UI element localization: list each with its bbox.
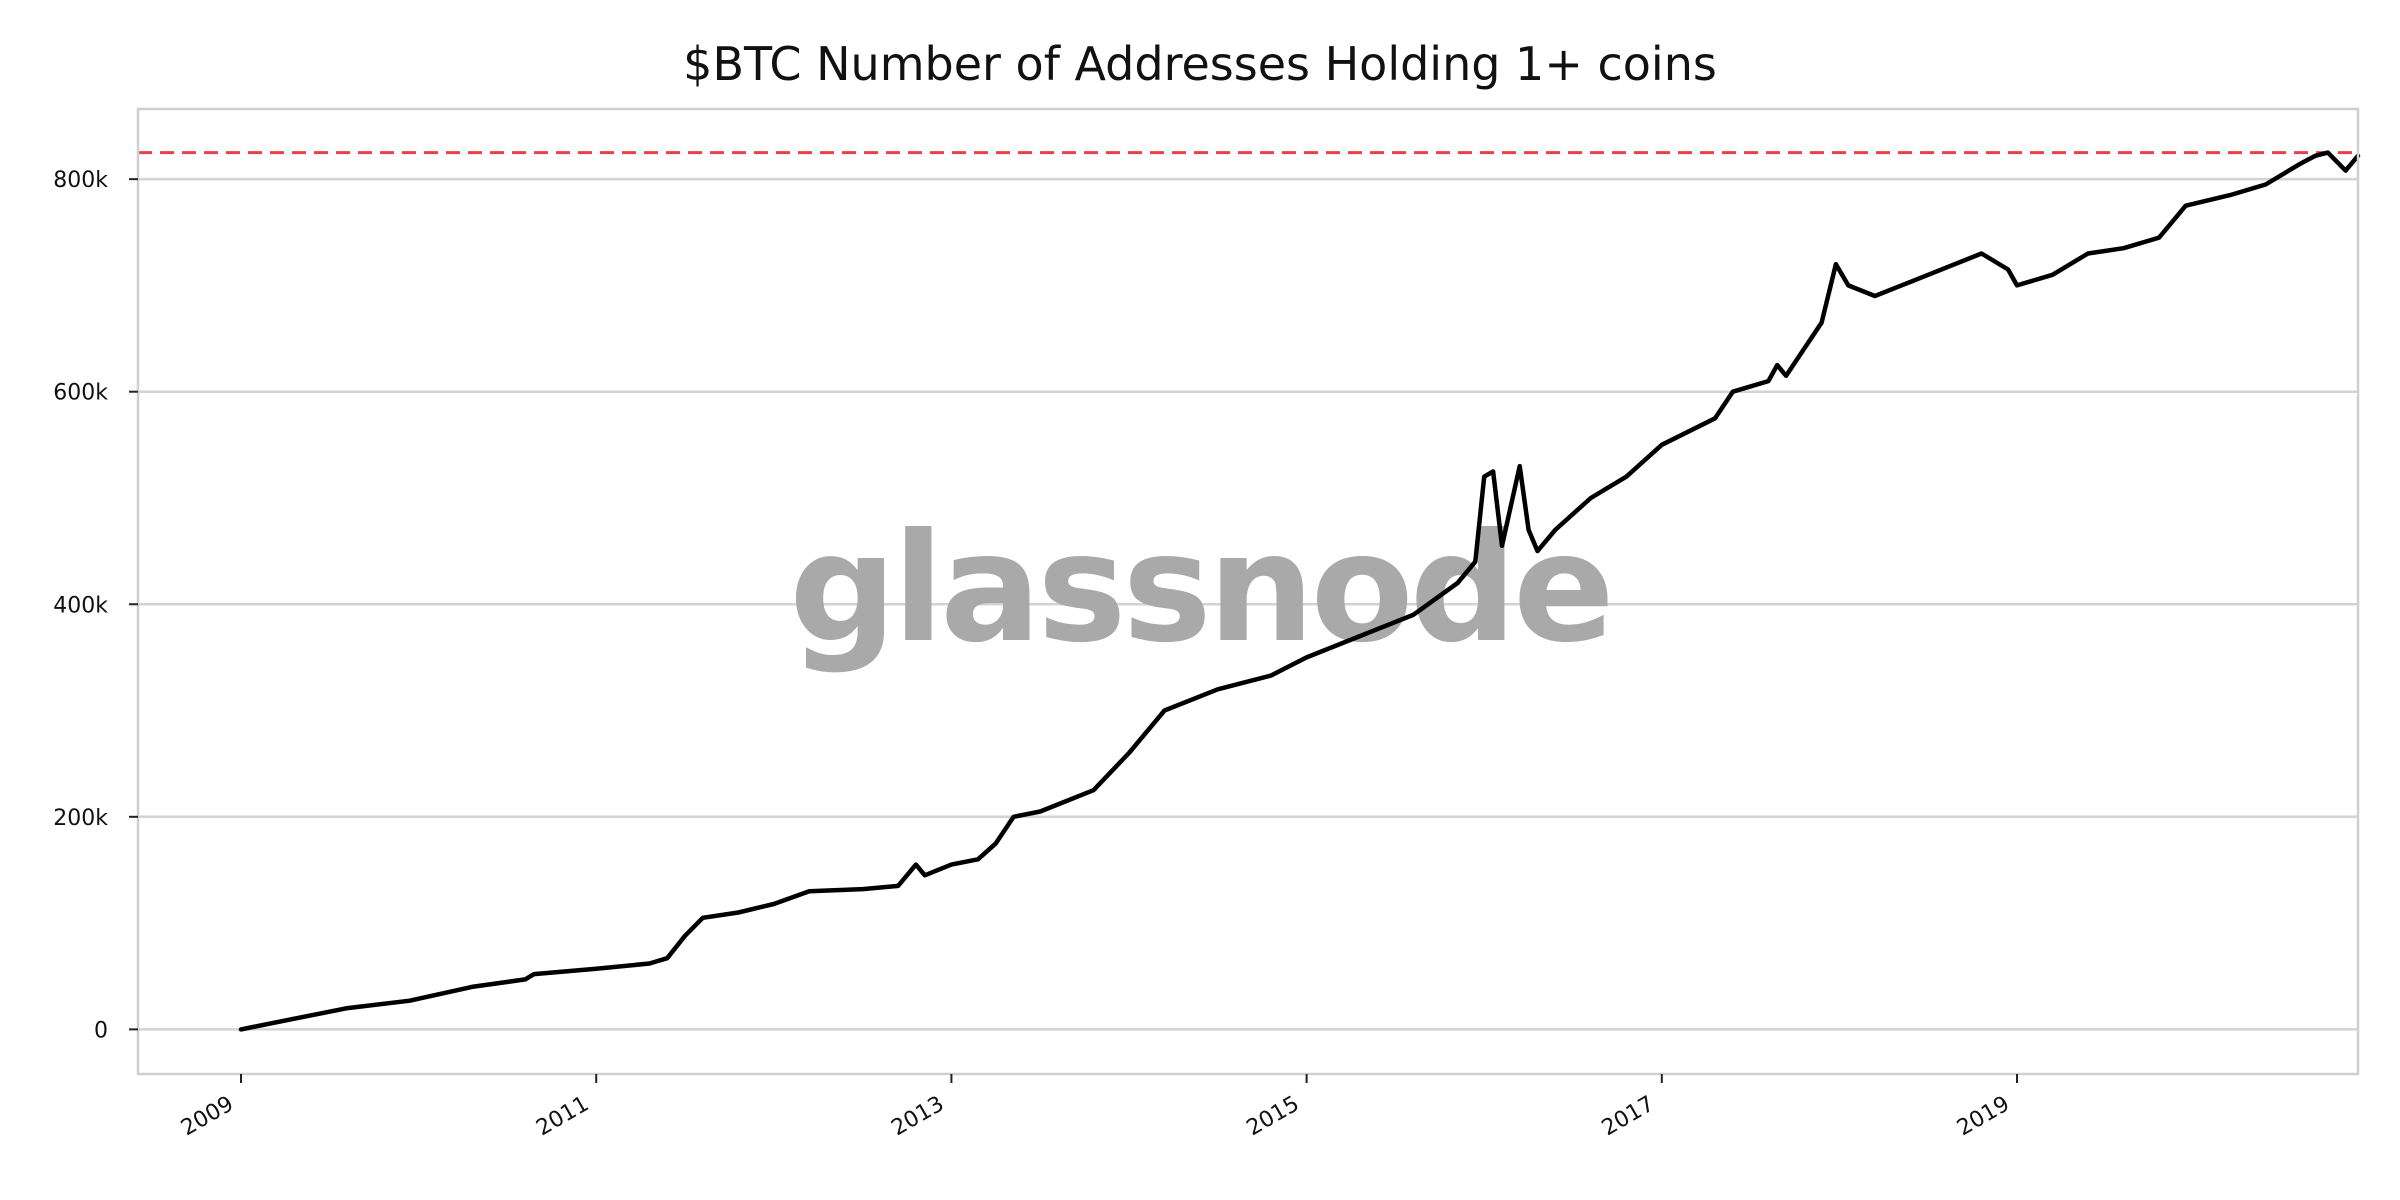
x-tick-label: 2013 (887, 1092, 948, 1142)
y-tick-label: 200k (53, 806, 108, 831)
y-axis: 0 200k 400k 600k 800k (53, 168, 138, 1043)
x-tick-label: 2019 (1953, 1092, 2014, 1142)
x-axis: 2009 2011 2013 2015 2017 2019 (177, 1074, 2019, 1142)
series-line (238, 150, 2361, 1032)
y-tick-label: 400k (53, 593, 108, 618)
chart-title: $BTC Number of Addresses Holding 1+ coin… (683, 37, 1717, 91)
plot-frame (136, 107, 2360, 1076)
y-tick-label: 800k (53, 168, 108, 193)
watermark-logo: glassnode (789, 502, 1611, 676)
x-tick-label: 2017 (1598, 1092, 1659, 1142)
x-tick-label: 2015 (1243, 1092, 1304, 1142)
y-tick-label: 0 (94, 1018, 108, 1043)
x-tick-label: 2011 (532, 1092, 593, 1142)
gridlines (138, 177, 2358, 1031)
y-tick-label: 600k (53, 381, 108, 406)
x-tick-label: 2009 (177, 1092, 238, 1142)
